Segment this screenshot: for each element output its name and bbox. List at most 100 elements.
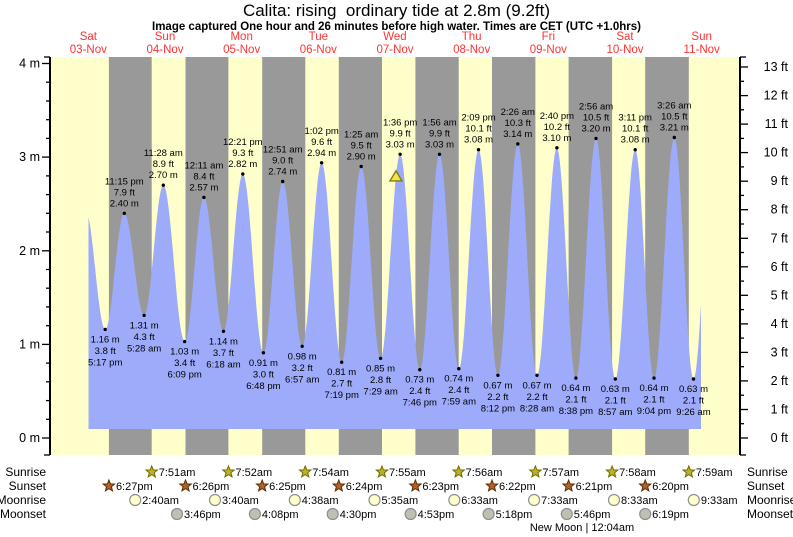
astro-event-time: 3:40am: [222, 495, 259, 507]
high-tide-feet: 8.4 ft: [193, 171, 214, 182]
high-tide-meters: 3.14 m: [503, 129, 532, 140]
low-tide-meters: 1.16 m: [91, 334, 120, 345]
astro-row-label-left: Sunrise: [5, 465, 46, 479]
moonset-circle-icon: [326, 507, 339, 521]
low-tide-feet: 2.1 ft: [683, 396, 704, 407]
low-tide-feet: 2.2 ft: [526, 392, 547, 403]
high-tide-meters: 2.82 m: [228, 159, 257, 170]
sunrise-star-icon: [298, 464, 313, 479]
high-tide-meters: 3.03 m: [386, 139, 415, 150]
day-of-week-label: Sun: [691, 31, 711, 43]
sunset-star-icon: [178, 478, 193, 493]
day-date-label: 11-Nov: [684, 44, 720, 56]
astro-row-label-right: Sunset: [747, 479, 785, 493]
high-tide-feet: 10.2 ft: [544, 122, 571, 133]
astro-event-time: 3:46pm: [184, 509, 221, 521]
high-tide-meters: 3.10 m: [542, 133, 571, 144]
astro-row-label-left: Moonset: [0, 507, 47, 521]
astro-event-time: 7:56am: [466, 467, 503, 479]
low-tide-time: 5:28 am: [127, 343, 161, 354]
low-tide-time: 9:26 am: [676, 407, 710, 418]
day-date-label: 08-Nov: [453, 44, 490, 56]
low-tide-dot: [535, 373, 539, 377]
high-tide-time: 1:02 pm: [304, 126, 338, 137]
sunrise-star-icon: [144, 464, 159, 479]
low-tide-time: 6:18 am: [206, 359, 240, 370]
right-axis-label: 8 ft: [771, 203, 789, 217]
day-of-week-label: Sun: [155, 31, 175, 43]
low-tide-feet: 3.0 ft: [253, 369, 274, 380]
moonrise-circle-icon: [448, 493, 461, 507]
day-date-label: 10-Nov: [606, 44, 643, 56]
astro-event-time: 6:26pm: [193, 481, 230, 493]
low-tide-meters: 0.98 m: [288, 351, 317, 362]
low-tide-feet: 2.2 ft: [487, 392, 508, 403]
high-tide-dot: [516, 142, 520, 146]
day-date-label: 03-Nov: [70, 44, 107, 56]
astro-event-time: 5:46pm: [574, 509, 611, 521]
high-tide-meters: 3.21 m: [660, 122, 689, 133]
sunset-star-icon: [255, 478, 270, 493]
astro-row-label-left: Sunset: [9, 479, 47, 493]
right-axis-label: 2 ft: [771, 374, 789, 388]
high-tide-meters: 3.20 m: [582, 123, 611, 134]
page-subtitle: Image captured One hour and 26 minutes b…: [152, 21, 641, 33]
low-tide-feet: 2.7 ft: [331, 379, 352, 390]
right-axis-label: 5 ft: [771, 288, 789, 302]
right-axis-label: 10 ft: [764, 146, 789, 160]
low-tide-time: 8:12 pm: [481, 403, 515, 414]
current-tide-marker-icon: [388, 169, 404, 182]
low-tide-time: 6:48 pm: [246, 381, 280, 392]
moonrise-circle-icon: [368, 493, 381, 507]
low-tide-time: 7:46 pm: [403, 398, 437, 409]
right-axis-label: 6 ft: [771, 260, 789, 274]
low-tide-meters: 0.64 m: [561, 383, 590, 394]
right-axis-label: 3 ft: [771, 345, 789, 359]
high-tide-time: 2:56 am: [579, 101, 613, 112]
day-of-week-label: Wed: [383, 31, 406, 43]
right-axis-label: 1 ft: [771, 402, 789, 416]
high-tide-feet: 8.9 ft: [153, 159, 174, 170]
astro-event-time: 6:23pm: [422, 481, 459, 493]
moonset-circle-icon: [404, 507, 417, 521]
high-tide-time: 3:11 pm: [618, 113, 652, 124]
astro-event-time: 4:38am: [302, 495, 339, 507]
high-tide-dot: [161, 183, 165, 187]
high-tide-dot: [319, 161, 324, 165]
low-tide-meters: 0.73 m: [405, 375, 434, 386]
right-axis-label: 9 ft: [771, 174, 789, 188]
low-tide-meters: 0.81 m: [327, 367, 356, 378]
low-tide-feet: 3.2 ft: [292, 363, 313, 374]
high-tide-meters: 2.90 m: [347, 152, 376, 163]
low-tide-dot: [300, 344, 304, 348]
high-tide-time: 2:40 pm: [540, 111, 574, 122]
low-tide-dot: [340, 360, 344, 364]
astro-event-time: 4:30pm: [340, 509, 377, 521]
low-tide-dot: [418, 368, 422, 372]
low-tide-meters: 0.63 m: [601, 384, 630, 395]
high-tide-meters: 2.40 m: [110, 198, 139, 209]
astro-event-time: 7:51am: [159, 467, 196, 479]
high-tide-meters: 3.08 m: [621, 135, 650, 146]
astro-event-time: 6:27pm: [116, 481, 153, 493]
left-axis-label: 3 m: [19, 150, 40, 164]
low-tide-feet: 2.1 ft: [605, 396, 626, 407]
low-tide-feet: 2.1 ft: [643, 395, 664, 406]
sunrise-star-icon: [221, 464, 236, 479]
sunrise-star-icon: [528, 464, 543, 479]
high-tide-time: 12:11 am: [184, 160, 223, 171]
astro-event-time: 7:33am: [541, 495, 578, 507]
high-tide-feet: 9.5 ft: [351, 141, 372, 152]
high-tide-time: 11:15 pm: [105, 176, 144, 187]
high-tide-meters: 2.94 m: [307, 148, 336, 159]
high-tide-feet: 9.6 ft: [311, 137, 332, 148]
day-of-week-label: Fri: [542, 31, 555, 43]
right-axis-label: 12 ft: [764, 89, 789, 103]
low-tide-feet: 2.4 ft: [448, 385, 469, 396]
day-of-week-label: Tue: [309, 31, 328, 43]
right-axis-label: 11 ft: [765, 117, 789, 131]
sunrise-star-icon: [375, 464, 390, 479]
low-tide-feet: 2.1 ft: [565, 395, 586, 406]
high-tide-time: 3:26 am: [657, 100, 691, 111]
day-date-label: 07-Nov: [376, 44, 413, 56]
